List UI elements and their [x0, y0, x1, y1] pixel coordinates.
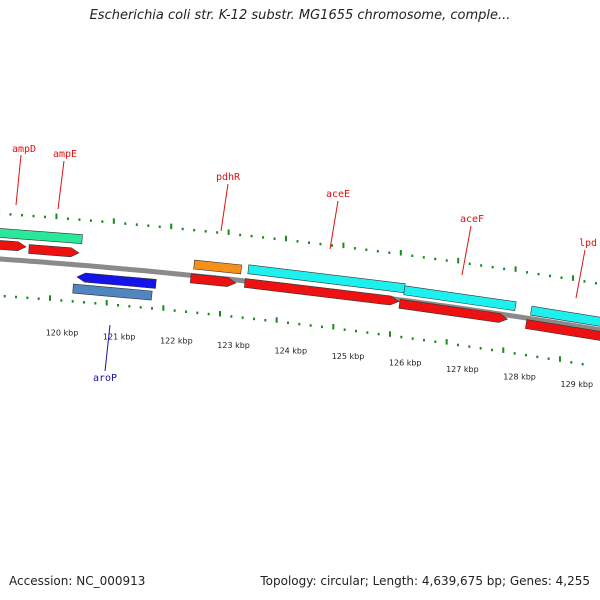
gene-aceF[interactable] — [403, 285, 517, 312]
cds-ampD[interactable] — [0, 240, 27, 252]
axis-label: 127 kbp — [446, 365, 479, 374]
label-leader — [220, 183, 229, 232]
gene-label-leaders — [15, 154, 586, 372]
axis-label: 128 kbp — [503, 372, 536, 381]
kbp-axis-labels: 120 kbp 121 kbp 122 kbp 123 kbp 124 kbp 125 k… — [46, 329, 593, 390]
label-leader — [104, 324, 111, 372]
map-title: Escherichia coli str. K-12 substr. MG165… — [89, 8, 511, 23]
accession-text: Accession: NC_000913 — [9, 574, 146, 588]
gene-pdhR[interactable] — [193, 259, 243, 275]
gene-label-aceF: aceF — [460, 214, 484, 225]
gene-label-pdhR: pdhR — [216, 172, 241, 183]
axis-label: 122 kbp — [160, 336, 193, 345]
cds-aceE[interactable] — [243, 278, 400, 306]
gene-label-aceE: aceE — [326, 189, 350, 200]
axis-label: 125 kbp — [332, 352, 365, 361]
label-leader — [15, 154, 22, 206]
gene-label-aroP: aroP — [93, 373, 117, 384]
cds-aroP[interactable] — [76, 272, 157, 289]
gene-ampD-ampE[interactable] — [0, 228, 83, 245]
topology-summary: Topology: circular; Length: 4,639,675 bp… — [260, 574, 590, 588]
cds-lpd[interactable] — [525, 319, 600, 341]
feature-track[interactable] — [0, 228, 600, 341]
cds-pdhR[interactable] — [189, 273, 237, 287]
gene-aroP[interactable] — [72, 283, 153, 301]
gene-label-lpd: lpd — [579, 238, 597, 249]
label-leader — [461, 225, 472, 276]
axis-label: 124 kbp — [274, 346, 307, 355]
axis-label: 123 kbp — [217, 341, 250, 350]
label-leader — [57, 160, 65, 210]
axis-label: 120 kbp — [46, 329, 79, 338]
axis-label: 129 kbp — [560, 380, 593, 389]
gene-labels: ampD ampE pdhR aceE aceF lpd aroP — [12, 144, 597, 384]
cds-ampE[interactable] — [28, 244, 80, 258]
axis-label: 121 kbp — [103, 332, 136, 341]
gene-label-ampE: ampE — [53, 149, 77, 160]
gene-lpd[interactable] — [530, 305, 600, 327]
label-leader — [329, 200, 339, 250]
label-leader — [575, 249, 586, 299]
gene-label-ampD: ampD — [12, 144, 36, 155]
cds-aceF[interactable] — [398, 298, 509, 323]
axis-label: 126 kbp — [389, 358, 422, 367]
tick-marks — [0, 209, 597, 366]
